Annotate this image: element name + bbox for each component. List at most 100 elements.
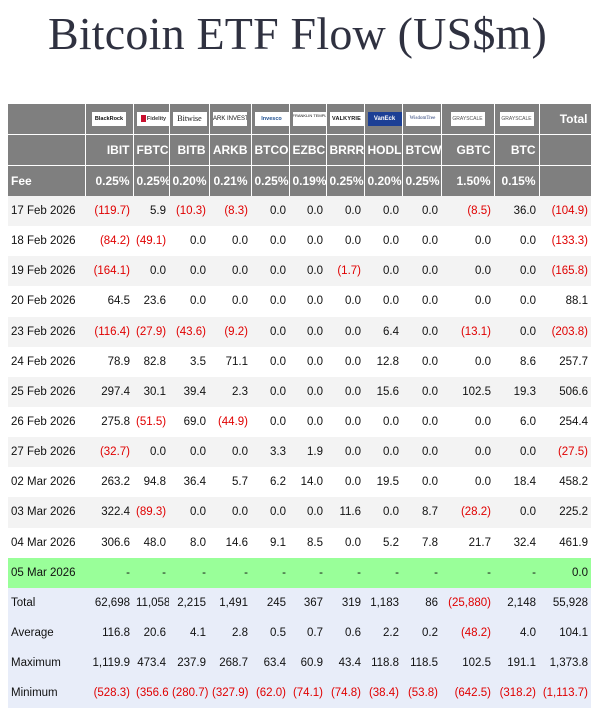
fee-value: 1.50% — [441, 165, 495, 196]
summary-row: Total 62,698 11,058 2,215 1,491 245 367 319 1,18… — [8, 587, 591, 618]
ticker-header: BITB — [169, 134, 210, 166]
flow-cell: 7.8 — [402, 527, 441, 558]
ticker-header: IBIT — [85, 134, 134, 166]
flow-cell: (44.9) — [209, 406, 251, 438]
summary-row: Maximum 1,119.9 473.4 237.9 268.7 63.4 60.9 43.… — [8, 648, 591, 679]
flow-cell: 0.0 — [441, 406, 494, 438]
table-row: 26 Feb 2026 275.8 (51.5) 69.0 (44.9) 0.0 0.0 0.… — [8, 406, 591, 438]
summary-cell: 60.9 — [289, 648, 326, 679]
ark-invest-logo: ARK INVEST — [213, 112, 247, 126]
flow-cell: 0.0 — [209, 437, 251, 468]
flow-cell: 36.0 — [494, 196, 539, 227]
flow-cell: (164.1) — [85, 256, 133, 287]
fee-value: 0.19% — [289, 165, 327, 196]
summary-cell: 319 — [326, 587, 364, 618]
summary-cell: 20.6 — [133, 617, 169, 649]
summary-cell: (53.8) — [402, 678, 441, 709]
ticker-total-cell — [539, 134, 592, 166]
flow-cell: 0.0 — [289, 286, 326, 317]
flow-cell: 0.0 — [251, 286, 289, 317]
flow-cell: (32.7) — [85, 437, 133, 468]
flow-cell: 0.0 — [289, 256, 326, 287]
flow-cell: 263.2 — [85, 467, 133, 498]
flow-cell: 0.0 — [289, 316, 326, 347]
row-total: 254.4 — [539, 406, 591, 438]
flow-cell: 0.0 — [209, 497, 251, 528]
flow-cell: 0.0 — [364, 437, 402, 468]
row-total: 88.1 — [539, 286, 591, 317]
flow-cell: 0.0 — [494, 437, 539, 468]
flow-cell: 0.0 — [494, 316, 539, 347]
flow-cell: 78.9 — [85, 346, 133, 377]
flow-cell: 0.0 — [364, 286, 402, 317]
fee-value: 0.25% — [133, 165, 170, 196]
total-column-header: Total — [539, 104, 592, 135]
flow-cell: - — [85, 557, 133, 588]
flow-cell: 39.4 — [169, 376, 209, 407]
flow-cell: 0.0 — [364, 226, 402, 257]
flow-cell: 0.0 — [209, 256, 251, 287]
table-row: 04 Mar 2026 306.6 48.0 8.0 14.6 9.1 8.5 0.0 5.2 7… — [8, 527, 591, 558]
row-date: 05 Mar 2026 — [8, 557, 85, 588]
flow-cell: 0.0 — [402, 316, 441, 347]
summary-cell: 116.8 — [85, 617, 133, 649]
flow-cell: 0.0 — [289, 346, 326, 377]
ticker-header: BRRR — [326, 134, 365, 166]
ticker-header: BTCO — [251, 134, 290, 166]
ticker-header: GBTC — [441, 134, 495, 166]
summary-cell: 11,058 — [133, 587, 169, 618]
flow-cell: 12.8 — [364, 346, 402, 377]
summary-cell: 1,183 — [364, 587, 402, 618]
flow-cell: 0.0 — [251, 256, 289, 287]
flow-cell: - — [441, 557, 494, 588]
summary-cell: 118.8 — [364, 648, 402, 679]
row-date: 26 Feb 2026 — [8, 406, 85, 438]
flow-cell: 8.7 — [402, 497, 441, 528]
row-date: 20 Feb 2026 — [8, 286, 85, 317]
ticker-header: FBTC — [133, 134, 170, 166]
flow-cell: 322.4 — [85, 497, 133, 528]
corner-cell — [8, 104, 86, 135]
grayscale-mini-logo: GRAYSCALE — [499, 112, 534, 126]
fee-value: 0.15% — [494, 165, 540, 196]
table-row: 02 Mar 2026 263.2 94.8 36.4 5.7 6.2 14.0 0.0 19.… — [8, 467, 591, 498]
flow-cell: 0.0 — [251, 316, 289, 347]
table-row: 19 Feb 2026 (164.1) 0.0 0.0 0.0 0.0 0.0 (1.7) 0.… — [8, 256, 591, 287]
ticker-corner-cell — [8, 134, 86, 166]
flow-cell: (8.3) — [209, 196, 251, 227]
summary-cell: 2,215 — [169, 587, 209, 618]
fee-value: 0.20% — [364, 165, 403, 196]
table-row: 25 Feb 2026 297.4 30.1 39.4 2.3 0.0 0.0 0.0 15.6… — [8, 376, 591, 407]
summary-cell: 0.7 — [289, 617, 326, 649]
summary-cell: (327.9) — [209, 678, 251, 709]
summary-cell: (62.0) — [251, 678, 289, 709]
flow-cell: 0.0 — [251, 406, 289, 438]
flow-cell: 0.0 — [402, 467, 441, 498]
row-total: (133.3) — [539, 226, 591, 257]
flow-cell: - — [494, 557, 539, 588]
flow-cell: 0.0 — [402, 437, 441, 468]
flow-cell: 0.0 — [326, 196, 364, 227]
row-date: 03 Mar 2026 — [8, 497, 85, 528]
flow-cell: 5.9 — [133, 196, 169, 227]
fidelity-logo: Fidelity — [136, 112, 168, 126]
flow-cell: 0.0 — [326, 437, 364, 468]
summary-total: 55,928 — [539, 587, 591, 618]
summary-total: (1,113.7) — [539, 678, 591, 709]
table-row: 27 Feb 2026 (32.7) 0.0 0.0 0.0 3.3 1.9 0.0 0.0 0.… — [8, 437, 591, 468]
row-date: 24 Feb 2026 — [8, 346, 85, 377]
flow-cell: - — [402, 557, 441, 588]
flow-cell: 94.8 — [133, 467, 169, 498]
flow-cell: 11.6 — [326, 497, 364, 528]
flow-cell: 0.0 — [169, 226, 209, 257]
flow-cell: 0.0 — [441, 256, 494, 287]
table-row: 18 Feb 2026 (84.2) (49.1) 0.0 0.0 0.0 0.0 0.0 0.… — [8, 226, 591, 257]
ticker-header: BTCW — [402, 134, 442, 166]
daily-flow-rows: 17 Feb 2026 (119.7) 5.9 (10.3) (8.3) 0.0 0.0 0.… — [8, 196, 591, 588]
summary-cell: (642.5) — [441, 678, 494, 709]
summary-cell: 0.5 — [251, 617, 289, 649]
flow-cell: (9.2) — [209, 316, 251, 347]
row-date: 25 Feb 2026 — [8, 376, 85, 407]
flow-cell: 0.0 — [326, 226, 364, 257]
summary-cell: 0.6 — [326, 617, 364, 649]
